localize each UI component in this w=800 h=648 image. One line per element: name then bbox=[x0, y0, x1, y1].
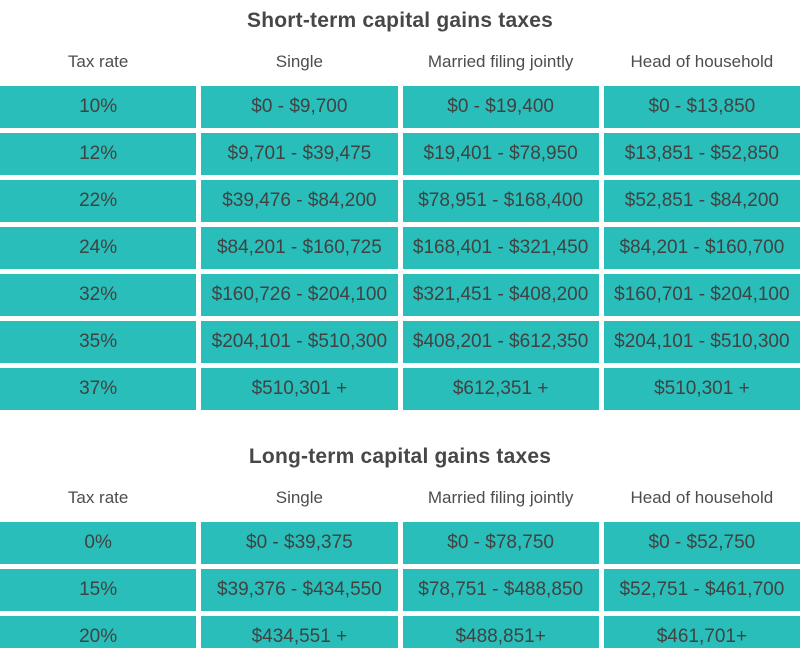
long-term-table-title: Long-term capital gains taxes bbox=[248, 445, 552, 468]
bracket-cell: $52,851 - $84,200 bbox=[603, 180, 800, 222]
column-header-tax-rate: Tax rate bbox=[67, 52, 129, 71]
bracket-cell: $168,401 - $321,450 bbox=[402, 227, 599, 269]
bracket-cell: $84,201 - $160,700 bbox=[603, 227, 800, 269]
bracket-cell: $160,726 - $204,100 bbox=[201, 274, 398, 316]
bracket-cell: $510,301 + bbox=[603, 368, 800, 410]
bracket-cell: $19,401 - $78,950 bbox=[402, 133, 599, 175]
tax-rate-cell: 37% bbox=[0, 368, 197, 410]
short-term-table: Short-term capital gains taxes Tax rate … bbox=[0, 8, 800, 410]
bracket-cell: $0 - $9,700 bbox=[201, 86, 398, 128]
column-header-single: Single bbox=[275, 52, 323, 71]
tax-rate-cell: 0% bbox=[0, 522, 197, 564]
bracket-cell: $0 - $39,375 bbox=[201, 522, 398, 564]
bracket-cell: $408,201 - $612,350 bbox=[402, 321, 599, 363]
tax-rate-cell: 12% bbox=[0, 133, 197, 175]
bracket-cell: $0 - $78,750 bbox=[402, 522, 599, 564]
long-term-table: Long-term capital gains taxes Tax rate S… bbox=[0, 444, 800, 648]
tax-rate-cell: 20% bbox=[0, 616, 197, 648]
tax-rate-cell: 22% bbox=[0, 180, 197, 222]
short-term-table-grid: Tax rate Single Married filing jointly H… bbox=[0, 34, 800, 410]
short-term-table-title: Short-term capital gains taxes bbox=[247, 9, 553, 32]
tax-rate-cell: 35% bbox=[0, 321, 197, 363]
bracket-cell: $52,751 - $461,700 bbox=[603, 569, 800, 611]
bracket-cell: $510,301 + bbox=[201, 368, 398, 410]
bracket-cell: $39,476 - $84,200 bbox=[201, 180, 398, 222]
bracket-cell: $9,701 - $39,475 bbox=[201, 133, 398, 175]
bracket-cell: $434,551 + bbox=[201, 616, 398, 648]
bracket-cell: $488,851+ bbox=[402, 616, 599, 648]
bracket-cell: $461,701+ bbox=[603, 616, 800, 648]
bracket-cell: $13,851 - $52,850 bbox=[603, 133, 800, 175]
bracket-cell: $84,201 - $160,725 bbox=[201, 227, 398, 269]
column-header-married-filing-jointly: Married filing jointly bbox=[427, 488, 574, 507]
bracket-cell: $0 - $19,400 bbox=[402, 86, 599, 128]
bracket-cell: $39,376 - $434,550 bbox=[201, 569, 398, 611]
bracket-cell: $0 - $13,850 bbox=[603, 86, 800, 128]
bracket-cell: $204,101 - $510,300 bbox=[201, 321, 398, 363]
long-term-table-grid: Tax rate Single Married filing jointly H… bbox=[0, 470, 800, 648]
bracket-cell: $0 - $52,750 bbox=[603, 522, 800, 564]
bracket-cell: $160,701 - $204,100 bbox=[603, 274, 800, 316]
column-header-head-of-household: Head of household bbox=[630, 488, 774, 507]
bracket-cell: $78,751 - $488,850 bbox=[402, 569, 599, 611]
tax-rate-cell: 24% bbox=[0, 227, 197, 269]
column-header-head-of-household: Head of household bbox=[630, 52, 774, 71]
column-header-married-filing-jointly: Married filing jointly bbox=[427, 52, 574, 71]
tax-rate-cell: 32% bbox=[0, 274, 197, 316]
bracket-cell: $321,451 - $408,200 bbox=[402, 274, 599, 316]
bracket-cell: $78,951 - $168,400 bbox=[402, 180, 599, 222]
tax-rate-cell: 15% bbox=[0, 569, 197, 611]
column-header-single: Single bbox=[275, 488, 323, 507]
column-header-tax-rate: Tax rate bbox=[67, 488, 129, 507]
bracket-cell: $612,351 + bbox=[402, 368, 599, 410]
tax-rate-cell: 10% bbox=[0, 86, 197, 128]
bracket-cell: $204,101 - $510,300 bbox=[603, 321, 800, 363]
